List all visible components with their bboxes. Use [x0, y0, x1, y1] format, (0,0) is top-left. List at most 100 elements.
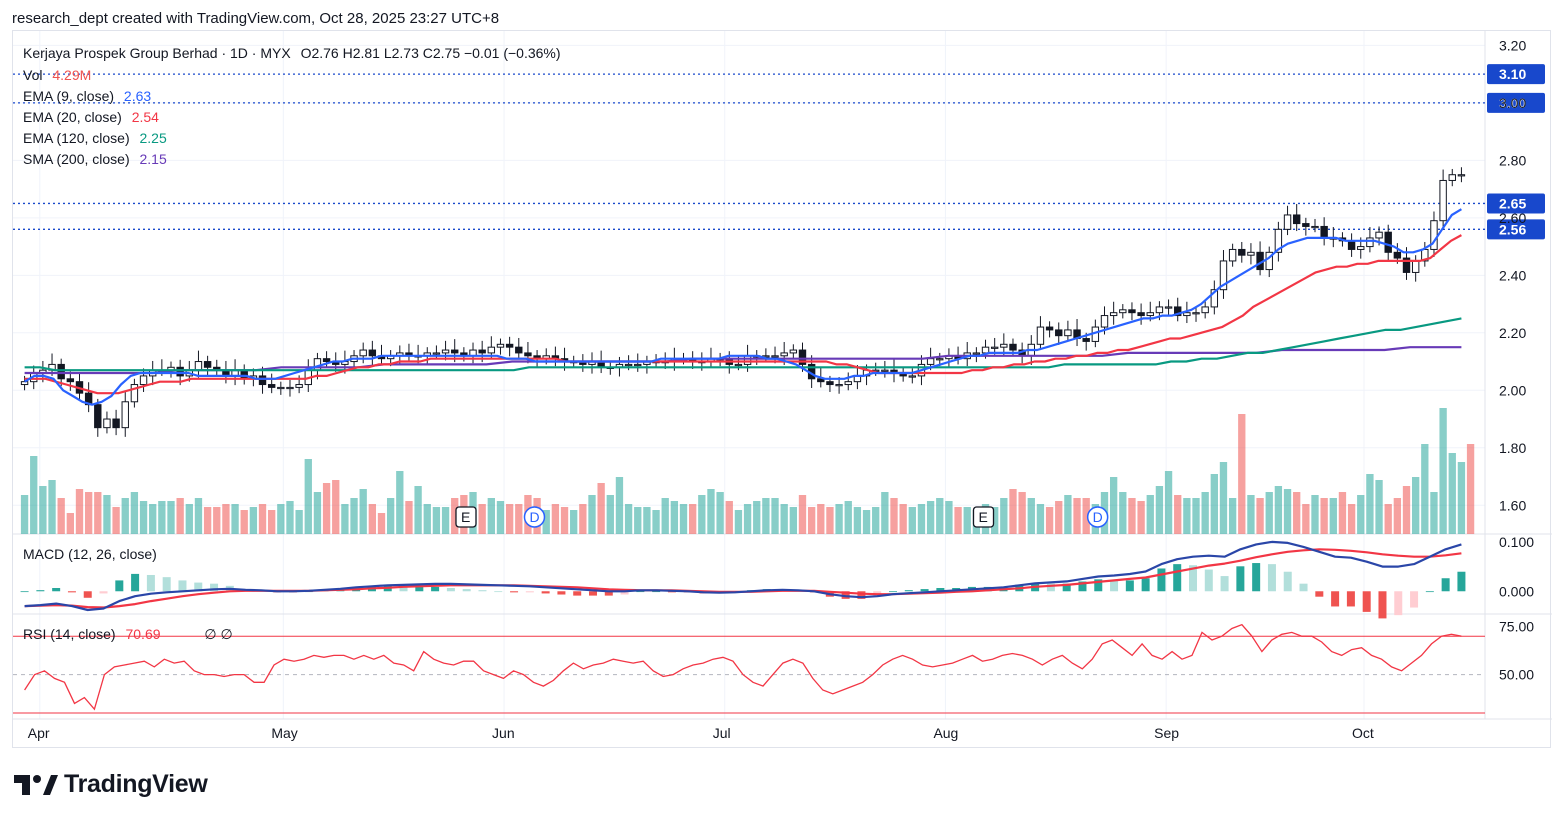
- macd-histogram-bar: [1062, 583, 1071, 592]
- candle-body: [66, 378, 75, 383]
- volume-bar: [1018, 492, 1026, 534]
- volume-bar: [213, 507, 221, 534]
- price-tick-label: 2.20: [1499, 325, 1526, 341]
- volume-bar: [1412, 477, 1420, 534]
- macd-histogram-bar: [1378, 591, 1387, 619]
- candle-body: [1448, 174, 1456, 181]
- chart-container[interactable]: 3.10 3.00 2.65 2.56 E D E D 1.60 1.80 2.00 2.20 2.…: [12, 30, 1552, 749]
- level-badge: [1487, 64, 1545, 85]
- candle-body: [57, 363, 65, 380]
- volume-bar: [634, 507, 642, 534]
- volume-bar: [1283, 489, 1292, 534]
- volume-bar: [405, 501, 413, 534]
- macd-histogram-bar: [1078, 581, 1087, 592]
- ema120-legend: EMA (120, close) 2.25: [23, 130, 167, 146]
- volume-bar: [917, 504, 926, 534]
- volume-bar: [1320, 498, 1328, 534]
- volume-bar: [496, 501, 505, 534]
- candle-body: [240, 369, 248, 380]
- volume-bar: [386, 498, 395, 534]
- ema120-label: EMA (120, close): [23, 130, 130, 146]
- candle-body: [1320, 225, 1328, 239]
- volume-bar: [789, 507, 797, 534]
- candle-body: [1347, 240, 1356, 250]
- chart-canvas[interactable]: 3.10 3.00 2.65 2.56 E D E D 1.60 1.80 2.00 2.20 2.…: [13, 31, 1552, 749]
- candle-body: [1064, 329, 1072, 337]
- volume-bar: [1228, 498, 1237, 534]
- ema9-label: EMA (9, close): [23, 88, 115, 104]
- volume-bar: [1256, 498, 1264, 534]
- volume-bar: [606, 495, 614, 534]
- candle-body: [780, 352, 788, 357]
- volume-bar: [304, 459, 312, 534]
- rsi-legend: RSI (14, close) 70.69 ∅ ∅: [23, 626, 233, 643]
- macd-histogram-bar: [1173, 564, 1182, 592]
- moving-averages: [24, 208, 1462, 406]
- candle-body: [1009, 343, 1017, 351]
- volume-bar: [1448, 453, 1456, 534]
- volume-bar: [1357, 495, 1365, 534]
- level-badge: [1487, 92, 1545, 113]
- volume-bar: [341, 504, 349, 534]
- tradingview-logo[interactable]: TradingView: [14, 770, 208, 799]
- volume-bar: [258, 504, 267, 534]
- candle-body: [634, 363, 642, 367]
- candle-body: [1000, 343, 1008, 348]
- candle-body: [1402, 257, 1411, 273]
- candle-body: [1283, 214, 1292, 230]
- macd-pane: [20, 540, 1466, 619]
- volume-bar: [817, 504, 825, 534]
- month-label: Apr: [28, 725, 50, 741]
- volume-bar: [149, 504, 157, 534]
- price-tick-label: 1.60: [1499, 497, 1526, 513]
- vol-legend: Vol 4.29M: [23, 67, 91, 83]
- volume-bar: [771, 498, 779, 534]
- month-label: May: [271, 725, 297, 741]
- chart-credit: research_dept created with TradingView.c…: [12, 10, 500, 27]
- volume-bar: [1009, 489, 1017, 534]
- macd-histogram-bar: [1157, 568, 1166, 592]
- candle-body: [1457, 174, 1466, 177]
- volume-bars: [20, 408, 1475, 534]
- volume-bar: [103, 495, 111, 534]
- macd-histogram-bar: [1204, 569, 1213, 592]
- macd-histogram-bar: [1141, 578, 1150, 592]
- volume-bar: [1338, 492, 1347, 534]
- volume-bar: [890, 498, 898, 534]
- price-tick-label: 1.80: [1499, 440, 1526, 456]
- event-marker-letter: E: [979, 509, 988, 525]
- volume-bar: [322, 483, 331, 534]
- volume-bar: [661, 498, 669, 534]
- candle-body: [835, 384, 843, 387]
- volume-bar: [1375, 480, 1383, 534]
- event-marker-letter: E: [461, 509, 470, 525]
- candle-body: [1265, 251, 1273, 271]
- candle-body: [1411, 260, 1420, 273]
- macd-histogram-bar: [1252, 563, 1261, 592]
- volume-bar: [670, 501, 679, 534]
- candle-body: [1192, 312, 1200, 315]
- candle-body: [817, 378, 825, 383]
- candle-body: [112, 418, 120, 429]
- volume-bar: [414, 486, 422, 534]
- candle-body: [926, 358, 935, 365]
- volume-bar: [542, 510, 550, 534]
- candle-body: [359, 349, 367, 357]
- ema20-label: EMA (20, close): [23, 109, 122, 125]
- candle-body: [487, 346, 496, 354]
- candle-body: [1100, 315, 1109, 328]
- macd-histogram-bar: [652, 591, 661, 593]
- candle-body: [1174, 306, 1182, 317]
- rsi-tick-label: 50.00: [1499, 667, 1534, 683]
- ema9-legend: EMA (9, close) 2.63: [23, 88, 151, 104]
- macd-histogram-bar: [131, 573, 140, 592]
- volume-bar: [368, 504, 377, 534]
- volume-bar: [798, 495, 807, 534]
- candle-body: [176, 366, 184, 377]
- volume-bar: [203, 507, 212, 534]
- macd-histogram-bar: [1362, 591, 1371, 612]
- volume-bar: [1036, 504, 1045, 534]
- candle-body: [505, 343, 514, 348]
- volume-bar: [624, 504, 633, 534]
